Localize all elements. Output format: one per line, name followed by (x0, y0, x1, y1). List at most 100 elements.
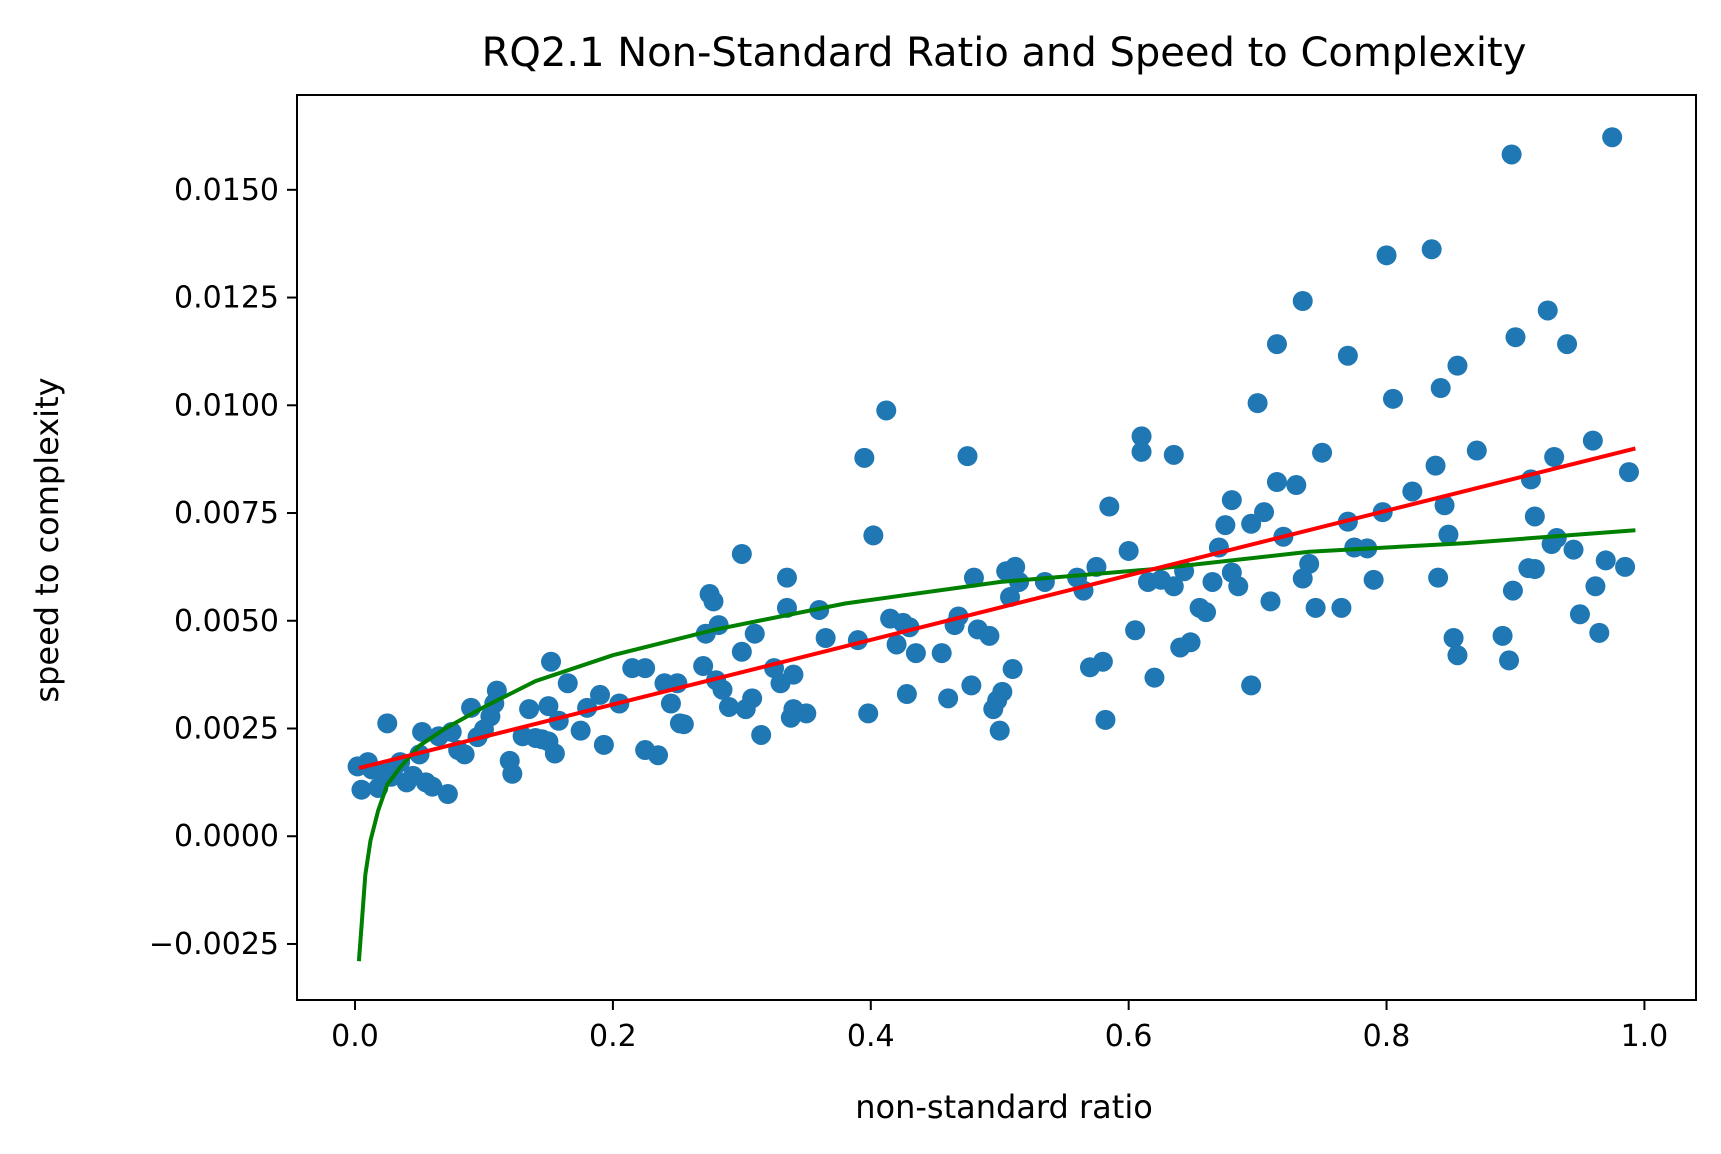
data-point (1254, 502, 1275, 523)
data-point (1443, 628, 1464, 648)
data-point (437, 784, 458, 805)
data-point (905, 643, 926, 664)
data-point (1299, 553, 1320, 574)
data-point (858, 703, 879, 724)
data-point (876, 400, 897, 421)
chart-title: RQ2.1 Non-Standard Ratio and Speed to Co… (482, 30, 1527, 76)
data-point (1131, 441, 1152, 462)
data-point (486, 680, 507, 701)
x-tick-label: 0.8 (1363, 1019, 1411, 1054)
data-point (1502, 580, 1523, 601)
data-point (1180, 632, 1201, 653)
data-point (570, 720, 591, 741)
data-point (1099, 496, 1120, 517)
data-point (992, 681, 1013, 702)
data-point (1286, 475, 1307, 496)
data-point (1241, 513, 1262, 534)
data-point (1492, 625, 1513, 646)
data-point (590, 684, 611, 705)
data-point (1131, 426, 1152, 447)
data-point (1569, 604, 1590, 625)
data-point (1266, 471, 1287, 492)
y-tick-label: 0.0100 (174, 388, 279, 423)
data-point (1563, 539, 1584, 560)
data-point (1447, 645, 1468, 666)
data-point (718, 696, 739, 717)
x-tick-label: 0.2 (589, 1019, 637, 1054)
scatter-points (347, 127, 1639, 805)
data-point (1524, 559, 1545, 580)
plot-frame (296, 94, 1697, 1001)
data-point (1505, 327, 1526, 348)
data-point (1125, 620, 1146, 641)
data-point (1376, 245, 1397, 266)
data-point (751, 724, 772, 745)
data-point (731, 641, 752, 662)
data-point (422, 776, 443, 797)
data-point (938, 688, 959, 709)
x-tick-label: 0.4 (847, 1019, 895, 1054)
data-point (1005, 556, 1026, 577)
x-axis: 0.0 0.2 0.4 0.6 0.8 1.0 (331, 1000, 1668, 1054)
data-point (1425, 455, 1446, 476)
data-point (863, 525, 884, 546)
data-point (1402, 481, 1423, 502)
data-point (1260, 591, 1281, 612)
data-point (1163, 576, 1184, 597)
data-point (1221, 490, 1242, 511)
data-point (1524, 506, 1545, 527)
data-point (796, 703, 817, 724)
data-point (854, 447, 875, 468)
data-point (1557, 334, 1578, 355)
data-point (1428, 567, 1449, 588)
data-point (776, 567, 797, 588)
y-tick-label: −0.0025 (149, 927, 279, 962)
data-point (1618, 462, 1639, 483)
data-point (1163, 444, 1184, 465)
data-point (1241, 675, 1262, 696)
data-point (1292, 290, 1313, 311)
data-point (815, 628, 836, 648)
data-point (541, 651, 562, 672)
data-point (557, 673, 578, 694)
x-axis-label: non-standard ratio (855, 1088, 1153, 1126)
data-point (544, 743, 565, 764)
data-point (989, 720, 1010, 741)
data-point (693, 656, 714, 677)
data-point (731, 543, 752, 564)
data-point (1421, 239, 1442, 260)
data-point (1585, 576, 1606, 597)
data-point (648, 745, 669, 766)
y-tick-label: 0.0000 (174, 819, 279, 854)
data-point (660, 693, 681, 714)
data-point (1447, 355, 1468, 376)
data-point (783, 664, 804, 685)
data-point (1331, 597, 1352, 618)
data-point (412, 721, 433, 742)
data-point (1118, 540, 1139, 561)
data-point (1430, 378, 1451, 399)
fit-lines (356, 446, 1636, 962)
data-point (703, 591, 724, 612)
data-point (1595, 550, 1616, 571)
data-point (1438, 524, 1459, 545)
data-point (1602, 127, 1623, 148)
linear-fit-line (358, 446, 1636, 771)
data-point (742, 688, 763, 709)
data-point (1196, 602, 1217, 623)
data-point (1466, 440, 1487, 461)
data-point (351, 779, 372, 800)
data-point (1305, 597, 1326, 618)
data-point (1434, 495, 1455, 516)
data-point (1266, 334, 1287, 355)
data-point (1499, 650, 1520, 671)
data-point (519, 699, 540, 720)
data-point (538, 696, 559, 717)
y-axis-label: speed to complexity (28, 377, 66, 702)
data-point (1544, 447, 1565, 467)
data-point (1092, 651, 1113, 672)
y-tick-label: 0.0125 (174, 281, 279, 316)
data-point (1615, 556, 1636, 577)
data-point (635, 658, 656, 679)
